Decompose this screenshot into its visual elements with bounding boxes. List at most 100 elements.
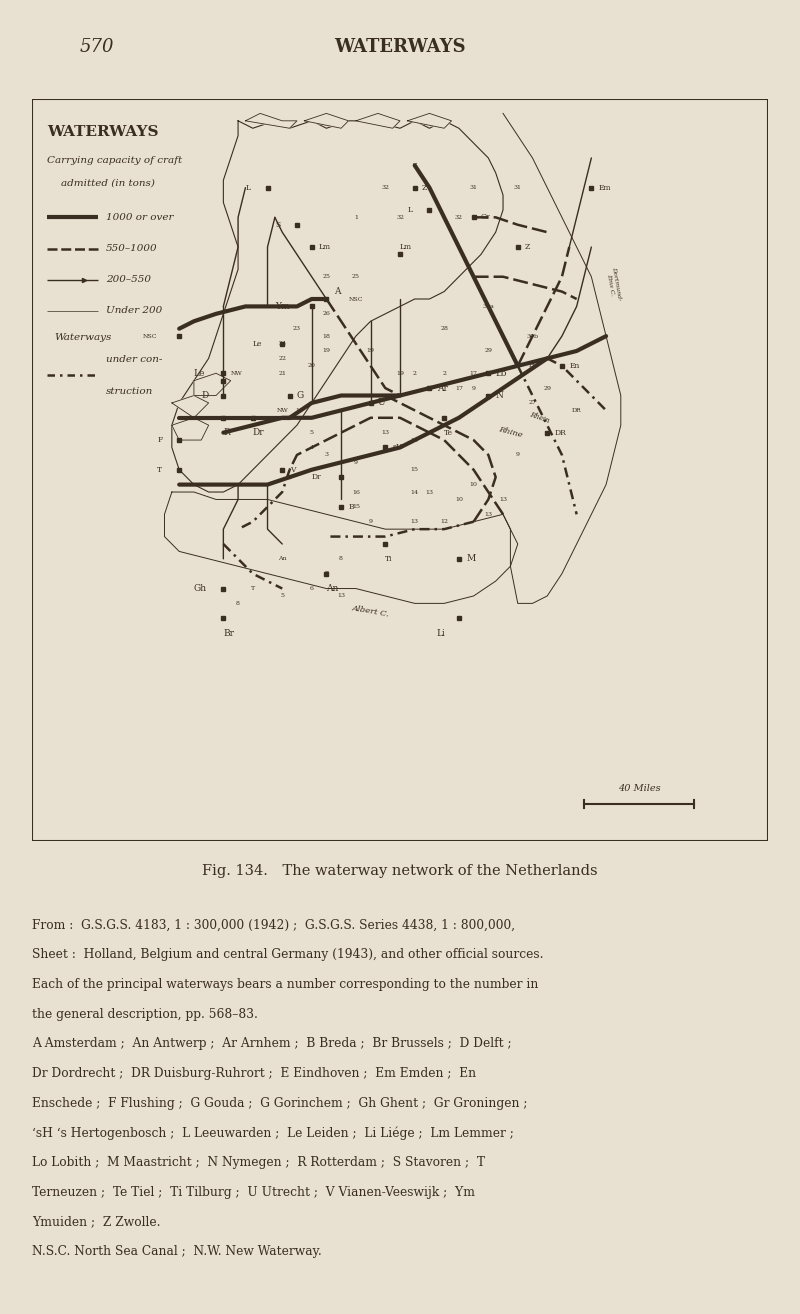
Text: An: An xyxy=(326,583,338,593)
Text: 32: 32 xyxy=(455,214,463,219)
Text: Enschede ;  F Flushing ;  G Gouda ;  G Gorinchem ;  Gh Ghent ;  Gr Groningen ;: Enschede ; F Flushing ; G Gouda ; G Gori… xyxy=(32,1097,527,1109)
Text: 13: 13 xyxy=(337,594,345,598)
Text: Under 200: Under 200 xyxy=(106,306,162,315)
Text: Ymuiden ;  Z Zwolle.: Ymuiden ; Z Zwolle. xyxy=(32,1215,161,1229)
Text: From :  G.S.G.S. 4183, 1 : 300,000 (1942) ;  G.S.G.S. Series 4438, 1 : 800,000,: From : G.S.G.S. 4183, 1 : 300,000 (1942)… xyxy=(32,918,515,932)
Text: 570: 570 xyxy=(80,38,114,57)
Polygon shape xyxy=(407,113,451,129)
Polygon shape xyxy=(246,113,297,129)
Text: F: F xyxy=(157,436,162,444)
Text: D: D xyxy=(202,392,209,399)
Text: Te: Te xyxy=(444,428,453,436)
Text: 23: 23 xyxy=(293,326,301,331)
Text: 22: 22 xyxy=(278,356,286,361)
Text: 20: 20 xyxy=(308,363,316,368)
Text: Carrying capacity of craft: Carrying capacity of craft xyxy=(46,156,182,166)
Text: L: L xyxy=(246,184,250,192)
Text: 13: 13 xyxy=(499,497,507,502)
Text: the general description, pp. 568–83.: the general description, pp. 568–83. xyxy=(32,1008,258,1021)
Text: 4: 4 xyxy=(310,445,314,449)
Text: NSC: NSC xyxy=(349,297,363,301)
Text: 25: 25 xyxy=(322,275,330,280)
Text: DR: DR xyxy=(572,407,582,413)
Text: 15: 15 xyxy=(410,468,418,472)
Text: Each of the principal waterways bears a number corresponding to the number in: Each of the principal waterways bears a … xyxy=(32,978,538,991)
Text: 27: 27 xyxy=(529,401,537,406)
Text: 32: 32 xyxy=(382,185,390,191)
Text: DR: DR xyxy=(554,428,566,436)
Text: admitted (in tons): admitted (in tons) xyxy=(62,179,155,188)
Text: Sheet :  Holland, Belgium and central Germany (1943), and other official sources: Sheet : Holland, Belgium and central Ger… xyxy=(32,949,543,962)
Text: 1: 1 xyxy=(354,214,358,219)
Text: Dr: Dr xyxy=(253,428,265,438)
Text: NSC: NSC xyxy=(142,334,157,339)
Text: 32: 32 xyxy=(396,214,404,219)
Text: Ym: Ym xyxy=(275,302,290,311)
Text: 8: 8 xyxy=(236,600,240,606)
Text: 13: 13 xyxy=(484,511,492,516)
Text: 9: 9 xyxy=(516,452,520,457)
Text: Gh: Gh xyxy=(194,583,207,593)
Text: 29: 29 xyxy=(484,348,492,353)
Text: 28: 28 xyxy=(440,326,448,331)
Text: 30b: 30b xyxy=(526,334,538,339)
Text: Rhine: Rhine xyxy=(498,426,523,440)
Text: 31: 31 xyxy=(514,185,522,191)
Text: 5: 5 xyxy=(310,430,314,435)
Polygon shape xyxy=(356,113,400,129)
Text: 16: 16 xyxy=(352,490,360,494)
Text: Dortmund-
Ems C.: Dortmund- Ems C. xyxy=(605,267,622,302)
Text: N.S.C. North Sea Canal ;  N.W. New Waterway.: N.S.C. North Sea Canal ; N.W. New Waterw… xyxy=(32,1244,322,1257)
Text: 9: 9 xyxy=(354,460,358,465)
Text: WATERWAYS: WATERWAYS xyxy=(46,125,158,139)
Text: Lo: Lo xyxy=(496,369,507,377)
Polygon shape xyxy=(304,113,349,129)
Text: Le: Le xyxy=(253,339,262,347)
Text: 17: 17 xyxy=(455,385,463,390)
Text: 7: 7 xyxy=(325,572,329,577)
Text: Em: Em xyxy=(598,184,611,192)
Text: Lo Lobith ;  M Maastricht ;  N Nymegen ;  R Rotterdam ;  S Stavoren ;  T: Lo Lobith ; M Maastricht ; N Nymegen ; R… xyxy=(32,1156,485,1169)
Text: Dr Dordrecht ;  DR Duisburg-Ruhrort ;  E Eindhoven ;  Em Emden ;  En: Dr Dordrecht ; DR Duisburg-Ruhrort ; E E… xyxy=(32,1067,476,1080)
Text: 31: 31 xyxy=(470,185,478,191)
Text: S: S xyxy=(275,221,280,229)
Text: 19: 19 xyxy=(322,348,330,353)
Text: 2: 2 xyxy=(442,371,446,376)
Text: 200–550: 200–550 xyxy=(106,275,150,284)
Text: Li: Li xyxy=(437,628,446,637)
Text: M: M xyxy=(466,555,475,564)
Text: 17: 17 xyxy=(470,371,478,376)
Text: Br: Br xyxy=(223,628,234,637)
Text: Dr: Dr xyxy=(312,473,322,481)
Text: 13: 13 xyxy=(410,519,418,524)
Text: 24: 24 xyxy=(278,342,286,346)
Text: T: T xyxy=(250,586,255,591)
Text: 30a: 30a xyxy=(482,304,494,309)
Text: Waterways: Waterways xyxy=(54,332,111,342)
Text: An: An xyxy=(278,556,286,561)
Text: A Amsterdam ;  An Antwerp ;  Ar Arnhem ;  B Breda ;  Br Brussels ;  D Delft ;: A Amsterdam ; An Antwerp ; Ar Arnhem ; B… xyxy=(32,1037,512,1050)
Text: Z: Z xyxy=(525,243,530,251)
Text: 1000 or over: 1000 or over xyxy=(106,213,173,222)
Text: 29: 29 xyxy=(543,385,551,390)
Text: L: L xyxy=(407,206,412,214)
Text: 21: 21 xyxy=(278,371,286,376)
Text: NW: NW xyxy=(276,407,288,413)
Text: 13: 13 xyxy=(426,490,434,494)
Polygon shape xyxy=(172,418,209,440)
Text: 19: 19 xyxy=(396,371,404,376)
Text: Terneuzen ;  Te Tiel ;  Ti Tilburg ;  U Utrecht ;  V Vianen-Veeswijk ;  Ym: Terneuzen ; Te Tiel ; Ti Tilburg ; U Utr… xyxy=(32,1185,475,1198)
Text: 14: 14 xyxy=(410,490,418,494)
Text: Lm: Lm xyxy=(319,243,331,251)
Text: 15: 15 xyxy=(352,505,360,510)
Text: V: V xyxy=(290,465,295,474)
Text: 9: 9 xyxy=(472,385,476,390)
Text: 13: 13 xyxy=(410,438,418,443)
Text: 12: 12 xyxy=(440,519,448,524)
Text: Ti: Ti xyxy=(386,555,393,562)
Text: 3: 3 xyxy=(325,452,329,457)
Text: T: T xyxy=(157,465,162,474)
Text: 40 Miles: 40 Miles xyxy=(618,783,661,792)
Text: struction: struction xyxy=(106,386,153,396)
Text: 6: 6 xyxy=(310,586,314,591)
